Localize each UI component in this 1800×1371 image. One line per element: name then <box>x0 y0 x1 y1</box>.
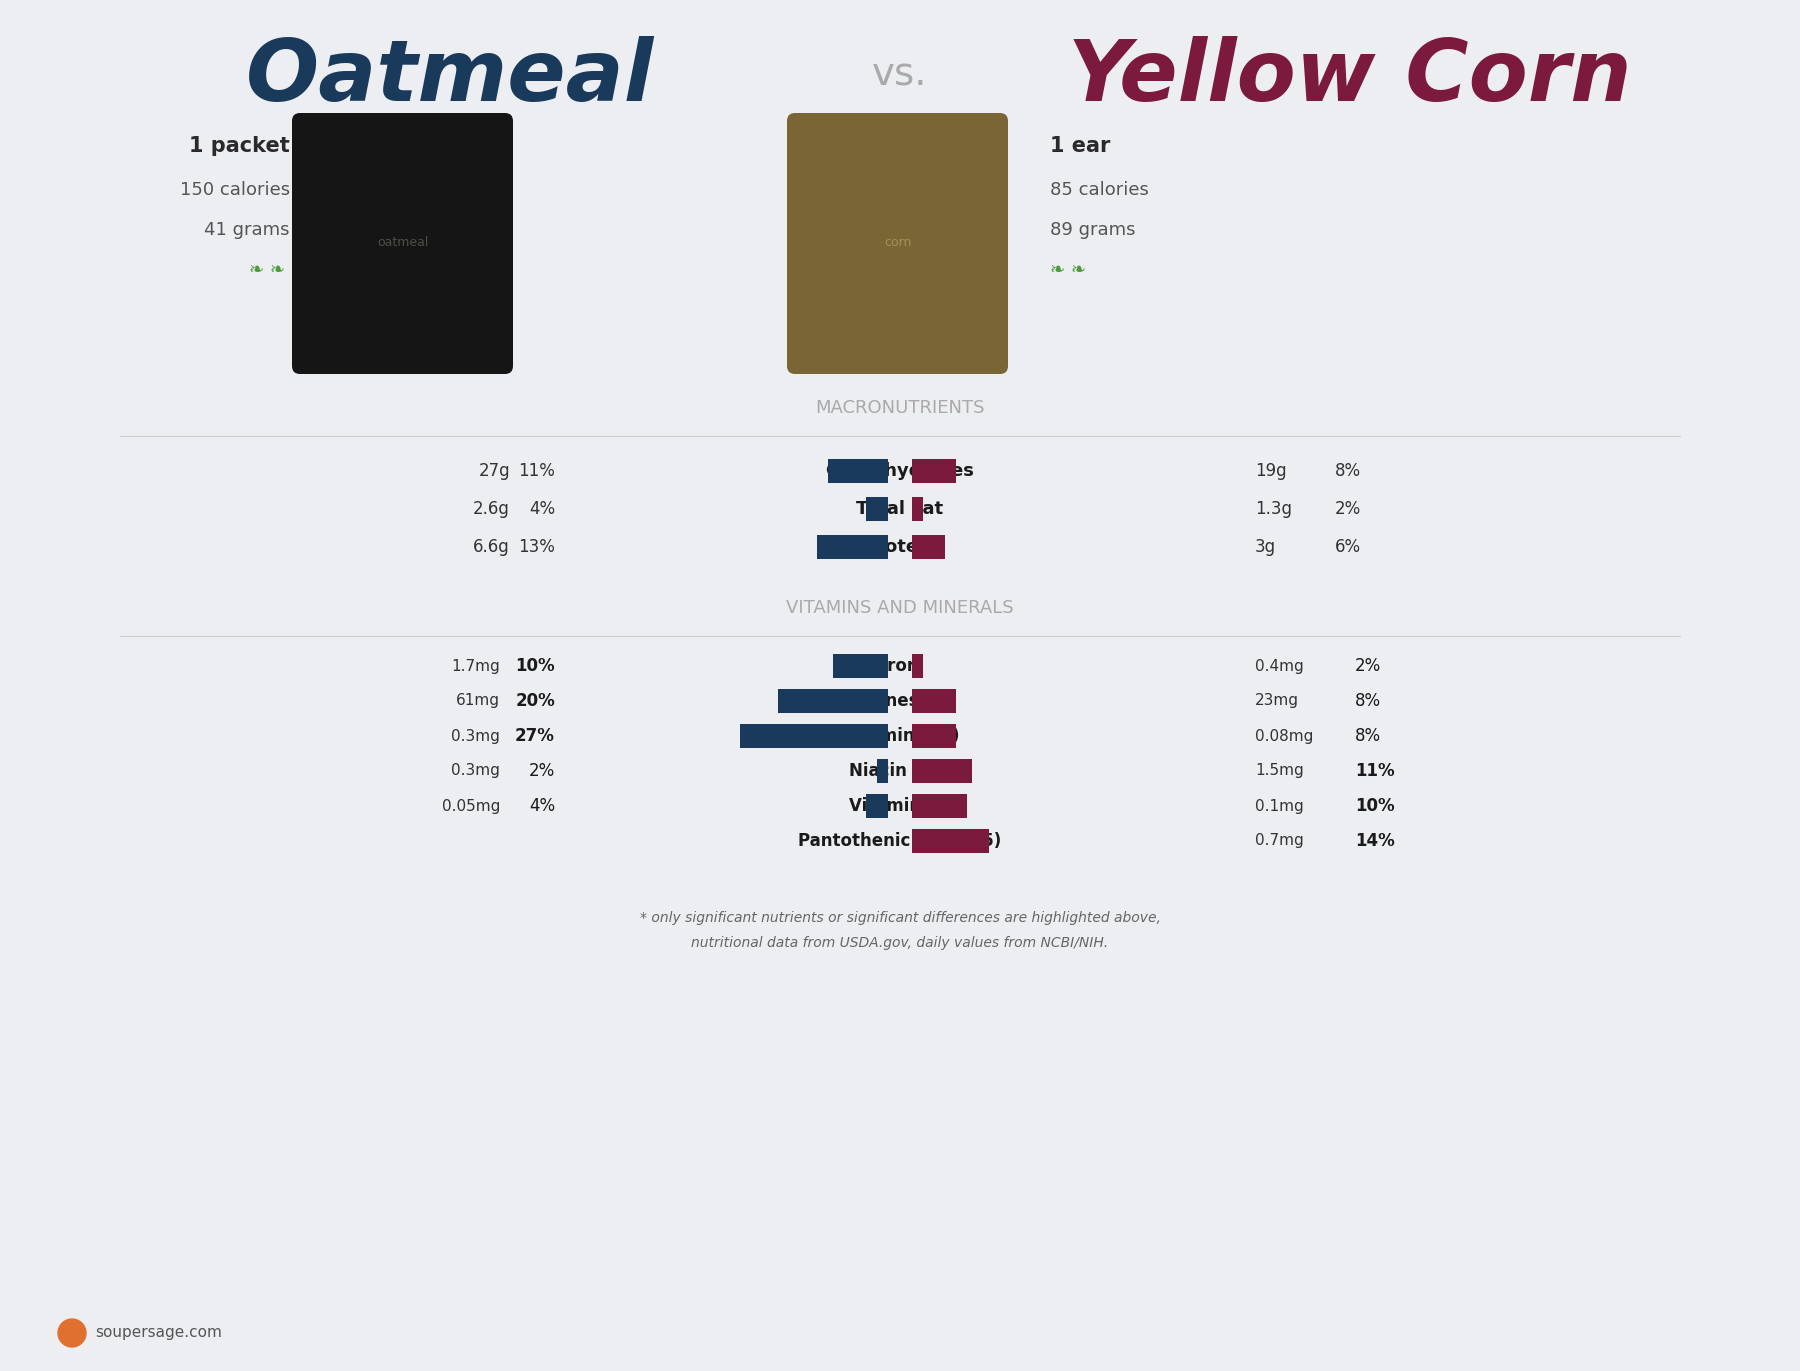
Text: 1 ear: 1 ear <box>1049 136 1111 156</box>
Text: ❧ ❧: ❧ ❧ <box>248 260 284 280</box>
Bar <box>778 690 887 713</box>
Text: 1 packet: 1 packet <box>189 136 290 156</box>
Text: 0.7mg: 0.7mg <box>1255 834 1303 849</box>
Text: Carbohydrates: Carbohydrates <box>826 462 974 480</box>
Text: Oatmeal: Oatmeal <box>247 36 653 119</box>
Text: 2%: 2% <box>1355 657 1381 675</box>
Bar <box>913 829 988 853</box>
Text: Vitamin B6: Vitamin B6 <box>850 797 950 814</box>
Text: Total Fat: Total Fat <box>857 500 943 518</box>
Text: 3g: 3g <box>1255 537 1276 557</box>
FancyBboxPatch shape <box>292 112 513 374</box>
Text: Yellow Corn: Yellow Corn <box>1067 36 1633 119</box>
Text: 11%: 11% <box>518 462 554 480</box>
Text: * only significant nutrients or significant differences are highlighted above,: * only significant nutrients or signific… <box>639 910 1161 925</box>
Text: 1.7mg: 1.7mg <box>452 658 500 673</box>
Bar <box>817 535 887 559</box>
Text: Protein: Protein <box>862 537 938 557</box>
Text: 27g: 27g <box>479 462 509 480</box>
Text: vs.: vs. <box>873 56 927 95</box>
Text: 0.3mg: 0.3mg <box>452 764 500 779</box>
Text: 8%: 8% <box>1355 692 1381 710</box>
Text: 4%: 4% <box>529 797 554 814</box>
Text: 6.6g: 6.6g <box>473 537 509 557</box>
Bar <box>913 535 945 559</box>
Bar <box>913 724 956 749</box>
Text: 8%: 8% <box>1355 727 1381 744</box>
Text: 2.6g: 2.6g <box>473 500 509 518</box>
Bar <box>866 498 887 521</box>
Text: 41 grams: 41 grams <box>205 221 290 239</box>
Text: VITAMINS AND MINERALS: VITAMINS AND MINERALS <box>787 599 1013 617</box>
Text: 19g: 19g <box>1255 462 1287 480</box>
Text: Pantothenic Acid (B5): Pantothenic Acid (B5) <box>799 832 1001 850</box>
Text: 2%: 2% <box>1336 500 1361 518</box>
Text: MACRONUTRIENTS: MACRONUTRIENTS <box>815 399 985 417</box>
Text: 89 grams: 89 grams <box>1049 221 1136 239</box>
Text: 61mg: 61mg <box>455 694 500 709</box>
Text: 14%: 14% <box>1355 832 1395 850</box>
Circle shape <box>58 1319 86 1346</box>
Text: Magnesium: Magnesium <box>846 692 954 710</box>
Bar <box>828 459 887 483</box>
Text: 23mg: 23mg <box>1255 694 1300 709</box>
Text: corn: corn <box>884 237 911 250</box>
Bar <box>877 760 887 783</box>
FancyBboxPatch shape <box>787 112 1008 374</box>
Text: oatmeal: oatmeal <box>376 237 428 250</box>
Text: 2%: 2% <box>529 762 554 780</box>
Bar <box>913 690 956 713</box>
Bar <box>913 459 956 483</box>
Text: 8%: 8% <box>1336 462 1361 480</box>
Text: 0.1mg: 0.1mg <box>1255 798 1303 813</box>
Text: 27%: 27% <box>515 727 554 744</box>
Text: 4%: 4% <box>529 500 554 518</box>
Text: 10%: 10% <box>1355 797 1395 814</box>
Text: 13%: 13% <box>518 537 554 557</box>
Bar <box>913 498 923 521</box>
Text: Iron: Iron <box>882 657 918 675</box>
Text: Niacin (B3): Niacin (B3) <box>848 762 952 780</box>
Bar <box>913 654 923 679</box>
Bar <box>913 794 967 818</box>
Text: 6%: 6% <box>1336 537 1361 557</box>
Text: nutritional data from USDA.gov, daily values from NCBI/NIH.: nutritional data from USDA.gov, daily va… <box>691 936 1109 950</box>
Bar <box>913 760 972 783</box>
Text: 85 calories: 85 calories <box>1049 181 1148 199</box>
Text: 11%: 11% <box>1355 762 1395 780</box>
Text: 1.3g: 1.3g <box>1255 500 1292 518</box>
Text: soupersage.com: soupersage.com <box>95 1326 221 1341</box>
Bar <box>740 724 887 749</box>
Text: 150 calories: 150 calories <box>180 181 290 199</box>
Text: 1.5mg: 1.5mg <box>1255 764 1303 779</box>
Text: 20%: 20% <box>515 692 554 710</box>
Text: 10%: 10% <box>515 657 554 675</box>
Text: 0.08mg: 0.08mg <box>1255 728 1314 743</box>
Text: 0.3mg: 0.3mg <box>452 728 500 743</box>
Text: Thiamin (B1): Thiamin (B1) <box>841 727 959 744</box>
Text: 0.05mg: 0.05mg <box>441 798 500 813</box>
Text: ❧ ❧: ❧ ❧ <box>1049 260 1085 280</box>
Bar <box>833 654 887 679</box>
Text: 0.4mg: 0.4mg <box>1255 658 1303 673</box>
Bar <box>866 794 887 818</box>
